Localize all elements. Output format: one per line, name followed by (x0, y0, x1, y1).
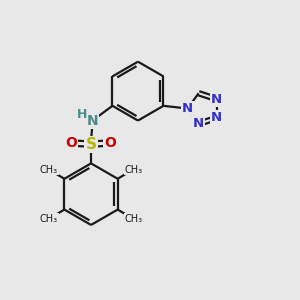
Text: CH₃: CH₃ (124, 214, 142, 224)
Text: N: N (87, 114, 98, 128)
Text: N: N (211, 93, 222, 106)
Text: N: N (211, 112, 222, 124)
Text: O: O (65, 136, 77, 150)
Text: O: O (104, 136, 116, 150)
Text: N: N (193, 117, 204, 130)
Text: CH₃: CH₃ (40, 214, 58, 224)
Text: CH₃: CH₃ (124, 164, 142, 175)
Text: CH₃: CH₃ (40, 164, 58, 175)
Text: N: N (182, 102, 193, 115)
Text: H: H (77, 108, 87, 121)
Text: S: S (85, 137, 97, 152)
